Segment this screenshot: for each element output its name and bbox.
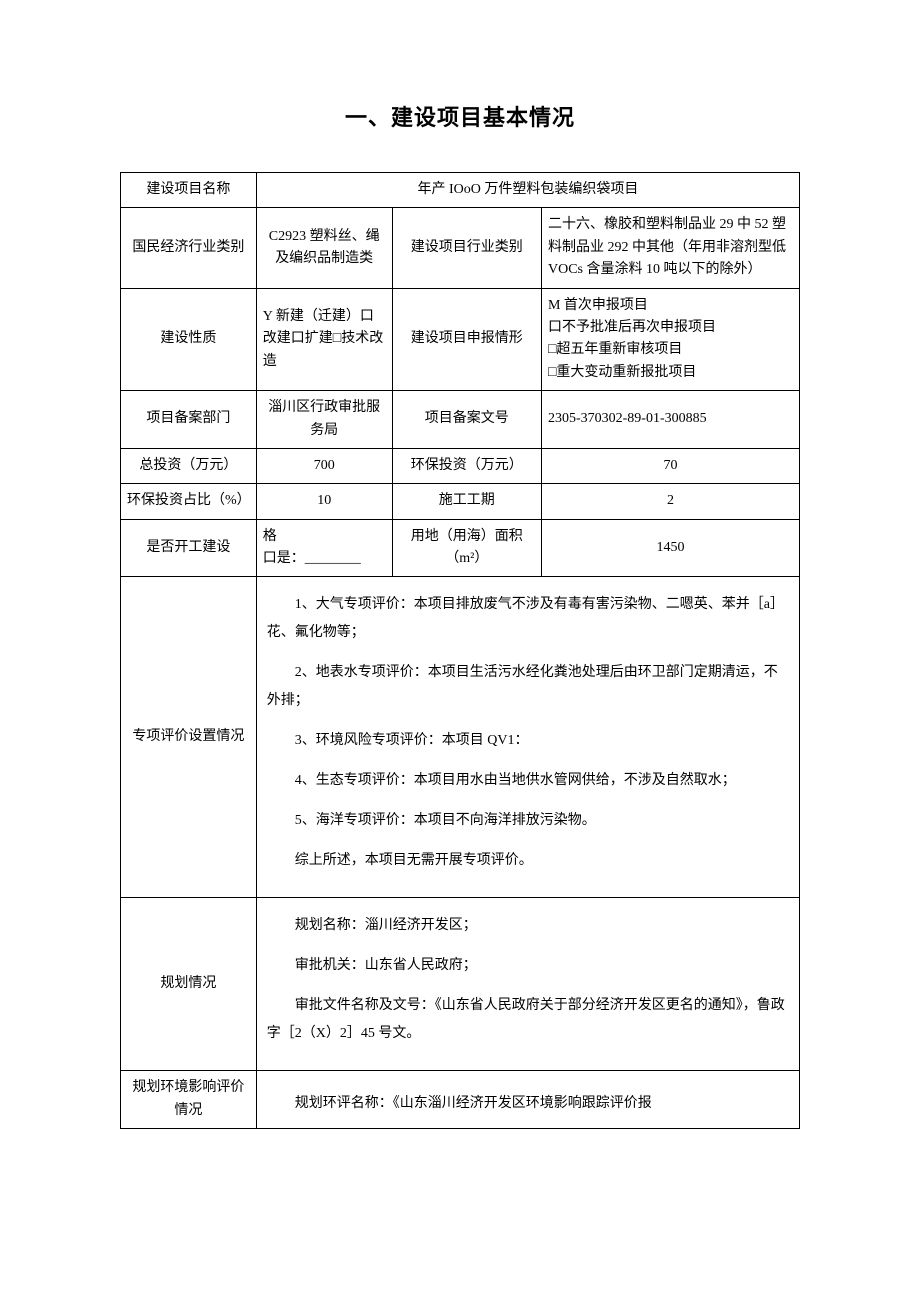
cell-label: 国民经济行业类别: [121, 208, 257, 288]
cell-label: 用地（用海）面积（m²）: [392, 519, 541, 577]
cell-value: M 首次申报项目 口不予批准后再次申报项目 □超五年重新审核项目 □重大变动重新…: [541, 288, 799, 391]
cell-label: 是否开工建设: [121, 519, 257, 577]
cell-label: 建设项目申报情形: [392, 288, 541, 391]
para: 1、大气专项评价：本项目排放废气不涉及有毒有害污染物、二嗯英、苯并［a］花、氟化…: [267, 591, 789, 647]
cell-value: 1450: [541, 519, 799, 577]
para: 3、环境风险专项评价：本项目 QV1：: [267, 727, 789, 755]
cell-label: 规划情况: [121, 898, 257, 1071]
cell-value: C2923 塑料丝、绳及编织品制造类: [256, 208, 392, 288]
cell-value: 年产 IOoO 万件塑料包装编织袋项目: [256, 173, 799, 208]
cell-label: 专项评价设置情况: [121, 577, 257, 898]
table-row: 建设项目名称 年产 IOoO 万件塑料包装编织袋项目: [121, 173, 800, 208]
table-row: 项目备案部门 淄川区行政审批服务局 项目备案文号 2305-370302-89-…: [121, 391, 800, 449]
para: 4、生态专项评价：本项目用水由当地供水管网供给，不涉及自然取水；: [267, 767, 789, 795]
para: 规划名称：淄川经济开发区；: [267, 912, 789, 940]
para: 2、地表水专项评价：本项目生活污水经化粪池处理后由环卫部门定期清运，不外排；: [267, 659, 789, 715]
table-row: 专项评价设置情况 1、大气专项评价：本项目排放废气不涉及有毒有害污染物、二嗯英、…: [121, 577, 800, 898]
cell-label: 施工工期: [392, 484, 541, 519]
cell-label: 规划环境影响评价情况: [121, 1071, 257, 1129]
table-row: 总投资（万元） 700 环保投资（万元） 70: [121, 448, 800, 483]
page-title: 一、建设项目基本情况: [120, 100, 800, 132]
cell-value: 700: [256, 448, 392, 483]
cell-label: 项目备案文号: [392, 391, 541, 449]
para: 审批文件名称及文号：《山东省人民政府关于部分经济开发区更名的通知》，鲁政字［2（…: [267, 992, 789, 1048]
cell-value: 规划环评名称：《山东淄川经济开发区环境影响跟踪评价报: [256, 1071, 799, 1129]
cell-label: 总投资（万元）: [121, 448, 257, 483]
cell-label: 项目备案部门: [121, 391, 257, 449]
project-info-table: 建设项目名称 年产 IOoO 万件塑料包装编织袋项目 国民经济行业类别 C292…: [120, 172, 800, 1129]
cell-value: Y 新建（迁建）口 改建口扩建□技术改造: [256, 288, 392, 391]
cell-value: 2: [541, 484, 799, 519]
table-row: 规划环境影响评价情况 规划环评名称：《山东淄川经济开发区环境影响跟踪评价报: [121, 1071, 800, 1129]
table-row: 规划情况 规划名称：淄川经济开发区； 审批机关：山东省人民政府； 审批文件名称及…: [121, 898, 800, 1071]
document-page: 一、建设项目基本情况 建设项目名称 年产 IOoO 万件塑料包装编织袋项目 国民…: [0, 0, 920, 1189]
para: 审批机关：山东省人民政府；: [267, 952, 789, 980]
cell-value: 二十六、橡胶和塑料制品业 29 中 52 塑料制品业 292 中其他（年用非溶剂…: [541, 208, 799, 288]
cell-value: 10: [256, 484, 392, 519]
table-row: 环保投资占比（%） 10 施工工期 2: [121, 484, 800, 519]
para: 5、海洋专项评价：本项目不向海洋排放污染物。: [267, 807, 789, 835]
cell-value: 规划名称：淄川经济开发区； 审批机关：山东省人民政府； 审批文件名称及文号：《山…: [256, 898, 799, 1071]
cell-value: 格 口是：________: [256, 519, 392, 577]
cell-label: 环保投资（万元）: [392, 448, 541, 483]
cell-value: 2305-370302-89-01-300885: [541, 391, 799, 449]
cell-label: 环保投资占比（%）: [121, 484, 257, 519]
cell-label: 建设性质: [121, 288, 257, 391]
para: 综上所述，本项目无需开展专项评价。: [267, 847, 789, 875]
cell-value: 淄川区行政审批服务局: [256, 391, 392, 449]
cell-value: 1、大气专项评价：本项目排放废气不涉及有毒有害污染物、二嗯英、苯并［a］花、氟化…: [256, 577, 799, 898]
cell-label: 建设项目名称: [121, 173, 257, 208]
table-row: 是否开工建设 格 口是：________ 用地（用海）面积（m²） 1450: [121, 519, 800, 577]
table-row: 建设性质 Y 新建（迁建）口 改建口扩建□技术改造 建设项目申报情形 M 首次申…: [121, 288, 800, 391]
cell-label: 建设项目行业类别: [392, 208, 541, 288]
para: 规划环评名称：《山东淄川经济开发区环境影响跟踪评价报: [267, 1090, 789, 1118]
table-row: 国民经济行业类别 C2923 塑料丝、绳及编织品制造类 建设项目行业类别 二十六…: [121, 208, 800, 288]
cell-value: 70: [541, 448, 799, 483]
